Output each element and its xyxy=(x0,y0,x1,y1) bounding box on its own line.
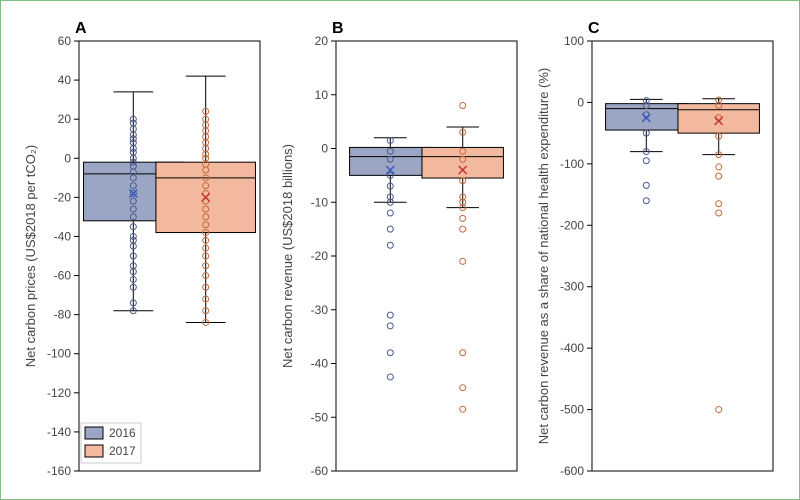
ytick-label: 0 xyxy=(578,95,585,109)
data-point xyxy=(387,374,393,380)
ytick-label: -60 xyxy=(310,464,328,478)
data-point xyxy=(459,226,465,232)
ytick-label: -500 xyxy=(560,403,584,417)
ytick-label: -40 xyxy=(310,357,328,371)
data-point xyxy=(387,226,393,232)
y-axis-label: Net carbon prices (US$2018 per tCO₂) xyxy=(23,145,38,368)
data-point xyxy=(459,385,465,391)
ytick-label: 0 xyxy=(64,151,71,165)
data-point xyxy=(716,407,722,413)
ytick-label: -50 xyxy=(310,410,328,424)
data-point xyxy=(459,406,465,412)
ytick-label: -10 xyxy=(310,195,328,209)
data-point xyxy=(459,258,465,264)
plot-border xyxy=(79,41,260,471)
panel-title: A xyxy=(75,20,87,37)
ytick-label: -400 xyxy=(560,341,584,355)
data-point xyxy=(644,198,650,204)
plot-border xyxy=(336,41,517,471)
data-point xyxy=(387,350,393,356)
panel-title: C xyxy=(588,20,600,37)
data-point xyxy=(716,173,722,179)
ytick-label: -30 xyxy=(310,303,328,317)
ytick-label: -600 xyxy=(560,464,584,478)
legend-label: 2016 xyxy=(109,426,136,440)
panel-title: B xyxy=(332,20,344,37)
ytick-label: -100 xyxy=(47,347,71,361)
boxplot-box xyxy=(349,147,430,175)
ytick-label: -60 xyxy=(54,269,72,283)
ytick-label: 100 xyxy=(564,34,584,48)
ytick-label: -140 xyxy=(47,425,71,439)
ytick-label: -100 xyxy=(560,157,584,171)
ytick-label: -120 xyxy=(47,386,71,400)
data-point xyxy=(459,350,465,356)
data-point xyxy=(716,201,722,207)
ytick-label: -20 xyxy=(310,249,328,263)
y-axis-label: Net carbon revenue as a share of nationa… xyxy=(536,68,551,445)
legend-label: 2017 xyxy=(109,444,136,458)
ytick-label: -80 xyxy=(54,308,72,322)
ytick-label: 20 xyxy=(314,34,328,48)
data-point xyxy=(387,242,393,248)
y-axis-label: Net carbon revenue (US$2018 billions) xyxy=(280,144,295,368)
legend-swatch xyxy=(85,445,103,457)
ytick-label: 60 xyxy=(58,34,72,48)
panel-C: C -600 -500 -400 -300 -200 -100 0 100 Net carbon … xyxy=(534,19,779,485)
data-point xyxy=(716,164,722,170)
chart-frame: A-160-140-120-100-80-60-40-200204060Net … xyxy=(0,0,800,500)
ytick-label: 20 xyxy=(58,112,72,126)
data-point xyxy=(644,182,650,188)
data-point xyxy=(387,312,393,318)
data-point xyxy=(459,103,465,109)
data-point xyxy=(716,210,722,216)
ytick-label: 40 xyxy=(58,73,72,87)
panel-B: B -60 -50 -40 -30 -20 -10 0 10 20 Net carbon reven… xyxy=(278,19,523,485)
ytick-label: -20 xyxy=(54,190,72,204)
ytick-label: 0 xyxy=(321,142,328,156)
panel-A: A -160 -140 -120 -100 -80 -60 -40 -20 0 20 40 60 Net … xyxy=(21,19,266,485)
data-point xyxy=(644,158,650,164)
data-point xyxy=(387,210,393,216)
ytick-label: -300 xyxy=(560,280,584,294)
ytick-label: -40 xyxy=(54,229,72,243)
data-point xyxy=(387,323,393,329)
ytick-label: -200 xyxy=(560,218,584,232)
ytick-label: -160 xyxy=(47,464,71,478)
ytick-label: 10 xyxy=(314,88,328,102)
legend-swatch xyxy=(85,427,103,439)
data-point xyxy=(459,215,465,221)
